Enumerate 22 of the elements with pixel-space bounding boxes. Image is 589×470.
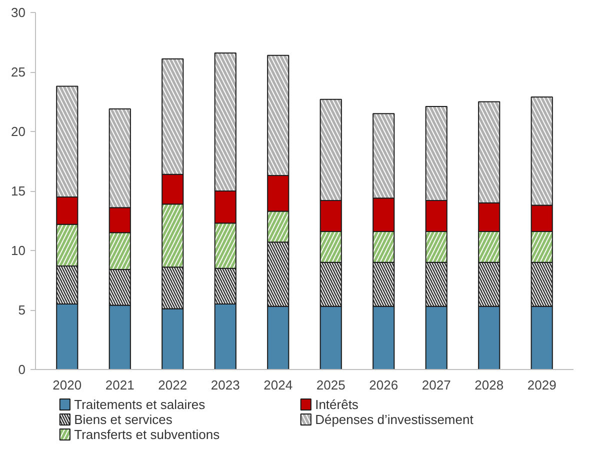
y-tick-label: 20 (11, 124, 26, 139)
x-tick-label: 2024 (264, 378, 293, 392)
y-tick-label: 5 (18, 302, 26, 318)
x-tick-label: 2020 (52, 378, 82, 392)
x-tick-label: 2025 (316, 378, 346, 392)
y-tick-label: 30 (11, 5, 26, 20)
x-tick-label: 2027 (422, 378, 451, 392)
x-tick-label: 2029 (527, 378, 556, 392)
legend-label: Dépenses d’investissement (315, 412, 474, 427)
x-tick-label: 2026 (369, 378, 398, 392)
y-tick-label: 15 (11, 184, 26, 198)
legend-label: Transferts et subventions (74, 427, 220, 442)
x-tick-label: 2021 (105, 378, 134, 392)
y-tick-label: 25 (11, 64, 26, 80)
x-tick-label: 2028 (474, 378, 504, 392)
x-tick-label: 2022 (158, 378, 188, 392)
y-tick-label: 0 (18, 362, 26, 377)
legend-label: Biens et services (74, 412, 173, 427)
legend-label: Intérêts (315, 397, 359, 412)
legend-label: Traitements et salaires (74, 397, 206, 412)
x-tick-label: 2023 (210, 378, 240, 392)
y-tick-label: 10 (11, 243, 26, 258)
